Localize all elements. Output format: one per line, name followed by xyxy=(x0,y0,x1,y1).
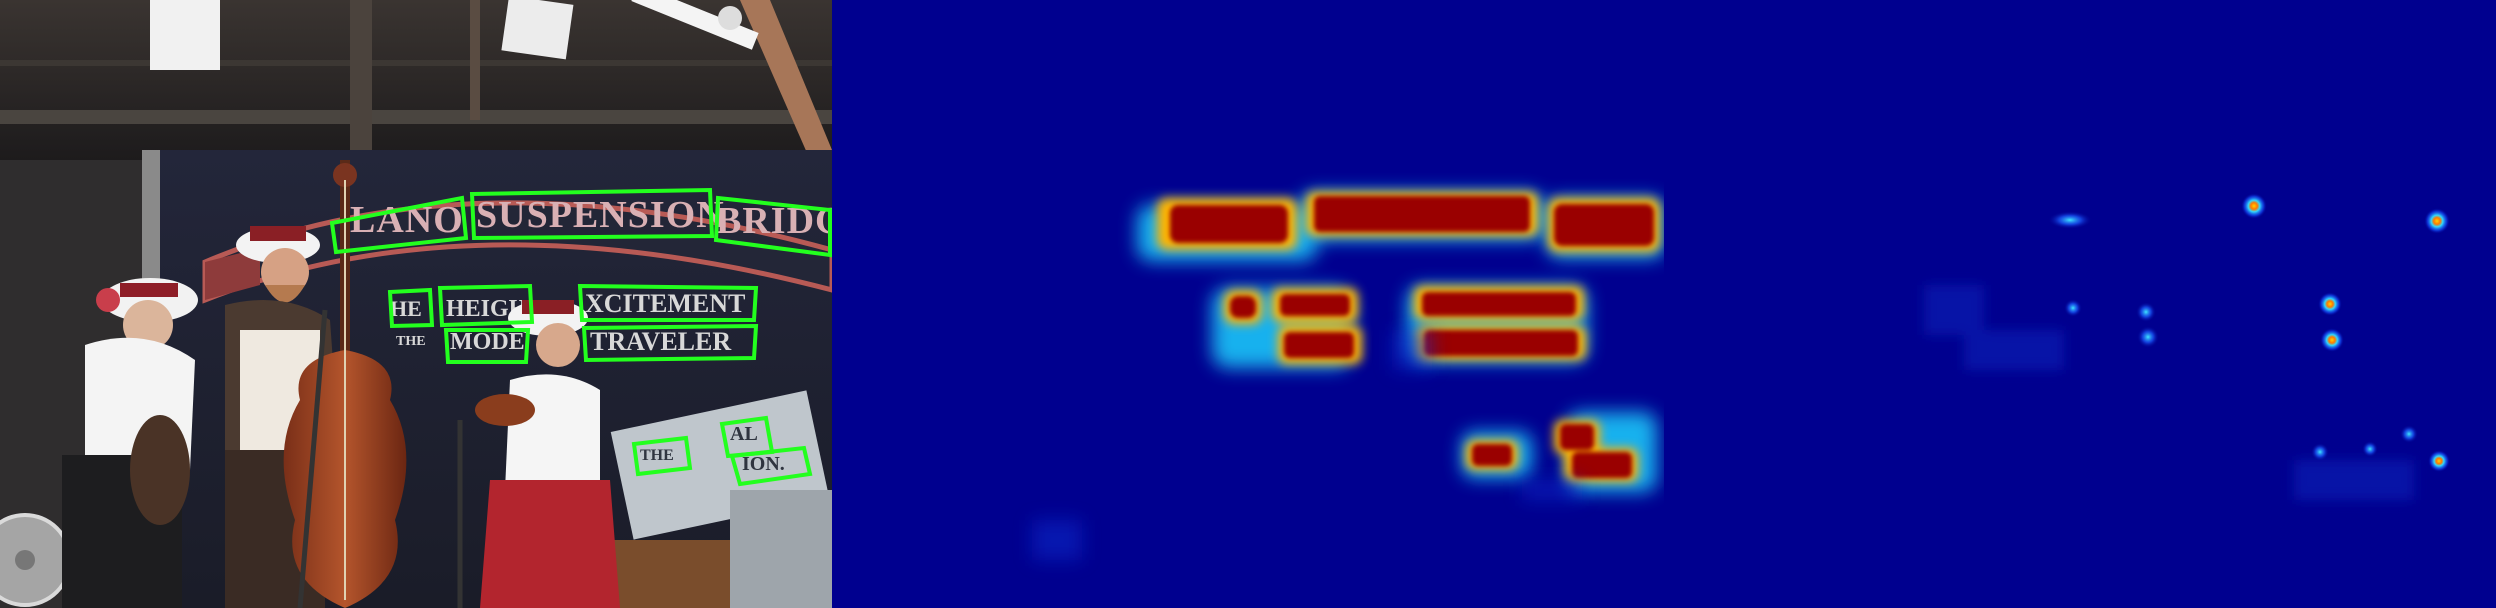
guitar-icon xyxy=(130,415,190,525)
center-heatmap xyxy=(1664,0,2496,608)
heat-point xyxy=(2400,425,2418,443)
heat-point xyxy=(2318,292,2342,316)
detection-box xyxy=(387,287,435,329)
detection-box xyxy=(469,187,715,241)
musician-figure xyxy=(62,278,198,608)
musician-figure xyxy=(475,300,620,608)
heat-point xyxy=(2424,208,2450,234)
region-heatmap xyxy=(832,0,1664,608)
stage-light-icon xyxy=(150,0,759,70)
sign-word-bridg: BRIDG xyxy=(716,200,832,242)
detection-box xyxy=(329,195,469,255)
heat-point xyxy=(2241,193,2267,219)
heat-point xyxy=(2137,326,2159,348)
heat-point-group xyxy=(2048,193,2450,472)
detection-box xyxy=(581,323,759,363)
detection-box xyxy=(577,283,759,322)
heat-point xyxy=(2048,211,2092,229)
small-sign-ion: ION. xyxy=(742,453,785,475)
sign-word-traveler: TRAVELER xyxy=(590,327,731,356)
detection-box xyxy=(437,283,535,328)
detection-box xyxy=(713,195,832,258)
detection-box xyxy=(631,435,693,477)
sign-word-lano: LANO xyxy=(350,199,464,241)
heat-point xyxy=(2362,441,2378,457)
sign-word-he: HE xyxy=(390,296,422,321)
sign-word-mode: MODE xyxy=(450,329,525,355)
center-heatmap-panel xyxy=(1664,0,2496,608)
detection-box xyxy=(443,328,531,364)
small-sign-al: AL xyxy=(730,423,758,445)
detection-boxes xyxy=(329,187,832,487)
sign-word-suspension: SUSPENSION xyxy=(476,194,725,236)
heat-point xyxy=(2136,302,2156,322)
sign-word-the: THE xyxy=(396,334,426,349)
stage-photo: LANO SUSPENSION BRIDG HE HEIGH XCITEMENT… xyxy=(0,0,832,608)
fan-icon xyxy=(0,513,72,607)
small-sign-the: THE xyxy=(640,447,674,464)
heat-point xyxy=(2320,328,2344,352)
heat-region xyxy=(1032,192,1664,560)
detection-box xyxy=(729,445,813,487)
region-heatmap-panel xyxy=(832,0,1664,608)
violin-icon xyxy=(475,394,535,426)
heat-point xyxy=(2311,443,2329,461)
photo-panel: LANO SUSPENSION BRIDG HE HEIGH XCITEMENT… xyxy=(0,0,832,608)
heat-point xyxy=(2064,299,2082,317)
sign-word-xcitement: XCITEMENT xyxy=(585,289,745,318)
heat-point xyxy=(2428,450,2450,472)
